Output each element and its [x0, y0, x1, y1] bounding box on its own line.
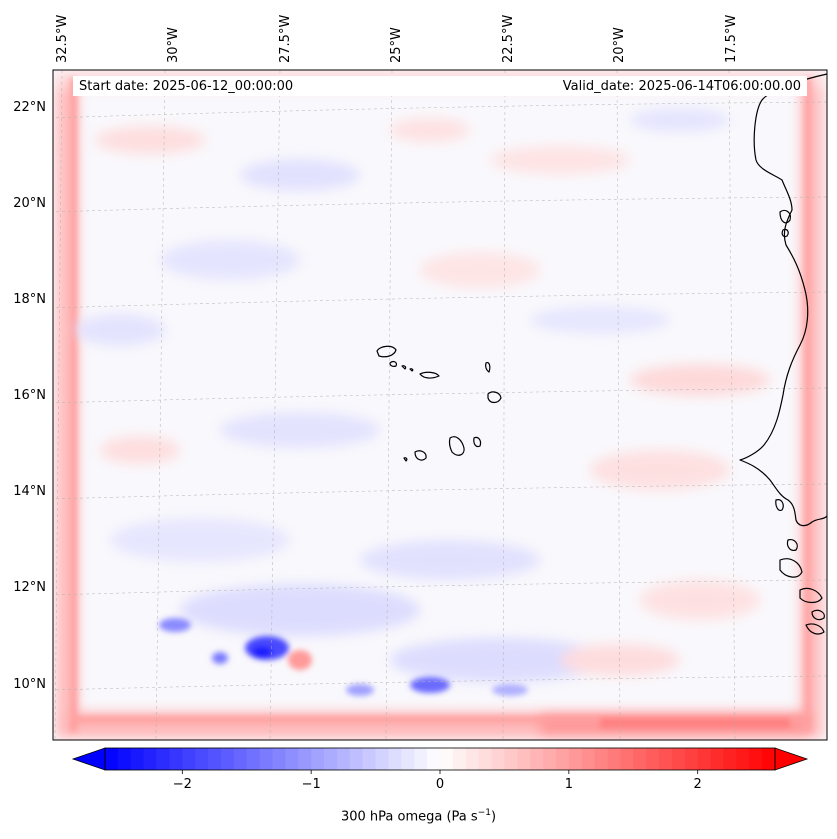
colorbar-band [195, 748, 209, 770]
colorbar-band [105, 748, 119, 770]
lon-label: 32.5°W [55, 15, 70, 63]
field-units: Pa s [451, 809, 478, 825]
colorbar-band [568, 748, 583, 770]
colorbar-extend-min [71, 747, 106, 771]
colorbar-band [349, 748, 364, 770]
colorbar-band [388, 748, 402, 770]
colorbar-band [375, 748, 389, 770]
lat-label: 22°N [13, 100, 46, 115]
colorbar-band [324, 748, 338, 770]
colorbar-band [710, 748, 724, 770]
colorbar-label: 300 hPa omega (Pa s−1) [340, 808, 497, 825]
lat-label: 18°N [13, 292, 46, 307]
colorbar-band [607, 748, 621, 770]
colorbar-extend-max [774, 747, 809, 771]
colorbar-band [143, 748, 157, 770]
lat-label: 10°N [13, 677, 46, 692]
colorbar-band [646, 748, 660, 770]
lon-label: 27.5°W [278, 15, 293, 63]
colorbar-tick-label: 0 [436, 777, 444, 792]
lat-labels: 22°N 20°N 18°N 16°N 14°N 12°N 10°N [13, 100, 46, 692]
colorbar-band [684, 748, 699, 770]
colorbar-band [208, 748, 222, 770]
lon-label: 17.5°W [724, 15, 739, 63]
colorbar-band [762, 748, 776, 770]
colorbar-band [723, 748, 737, 770]
colorbar-tick-label: 2 [694, 777, 702, 792]
colorbar-band [246, 748, 261, 770]
colorbar-band [117, 748, 132, 770]
colorbar-band [272, 748, 286, 770]
lon-label: 20°W [612, 27, 627, 63]
colorbar-band [594, 748, 608, 770]
colorbar-band [233, 748, 248, 770]
lon-label: 22.5°W [501, 15, 516, 63]
colorbar-band [336, 748, 351, 770]
colorbar: −2 −1 0 1 2 [71, 747, 809, 792]
start-date: Start date: 2025-06-12_00:00:00 [79, 78, 294, 94]
lat-label: 16°N [13, 388, 46, 403]
lon-label: 30°W [166, 27, 181, 63]
date-bar: Start date: 2025-06-12_00:00:00 Valid_da… [73, 76, 807, 96]
colorbar-band [298, 748, 312, 770]
colorbar-band [543, 748, 557, 770]
colorbar-band [555, 748, 570, 770]
colorbar-band [465, 748, 480, 770]
colorbar-band [169, 748, 183, 770]
colorbar-band [362, 748, 376, 770]
lon-label: 25°W [389, 27, 404, 63]
colorbar-band [517, 748, 531, 770]
colorbar-band [311, 748, 325, 770]
lat-label: 12°N [13, 580, 46, 595]
field-name: 300 hPa omega [340, 809, 443, 825]
colorbar-band [130, 748, 145, 770]
colorbar-bands [105, 748, 776, 770]
colorbar-band [504, 748, 518, 770]
colorbar-band [259, 748, 273, 770]
colorbar-tick-label: 1 [565, 777, 573, 792]
colorbar-tick-label: −2 [173, 777, 192, 792]
colorbar-band [182, 748, 196, 770]
colorbar-band [401, 748, 415, 770]
colorbar-band [620, 748, 634, 770]
colorbar-band [671, 748, 686, 770]
colorbar-tick-label: −1 [302, 777, 321, 792]
colorbar-band [659, 748, 673, 770]
lat-label: 20°N [13, 196, 46, 211]
valid-date: Valid_date: 2025-06-14T06:00:00.00 [562, 78, 801, 94]
colorbar-band [749, 748, 763, 770]
lon-labels: 32.5°W 30°W 27.5°W 25°W 22.5°W 20°W 17.5… [55, 15, 739, 63]
omega-field [53, 70, 827, 740]
colorbar-band [478, 748, 492, 770]
colorbar-ticks: −2 −1 0 1 2 [173, 770, 702, 792]
lat-label: 14°N [13, 484, 46, 499]
colorbar-band [285, 748, 299, 770]
colorbar-band [156, 748, 170, 770]
colorbar-band [736, 748, 750, 770]
colorbar-band [220, 748, 235, 770]
colorbar-band [452, 748, 467, 770]
coastline [376, 73, 828, 635]
colorbar-band [427, 748, 441, 770]
field-units-exponent: −1 [477, 808, 491, 818]
colorbar-band [581, 748, 596, 770]
colorbar-band [440, 748, 454, 770]
colorbar-band [414, 748, 428, 770]
colorbar-band [633, 748, 647, 770]
colorbar-band [530, 748, 544, 770]
map-border [52, 69, 828, 741]
colorbar-band [697, 748, 711, 770]
colorbar-band [491, 748, 505, 770]
